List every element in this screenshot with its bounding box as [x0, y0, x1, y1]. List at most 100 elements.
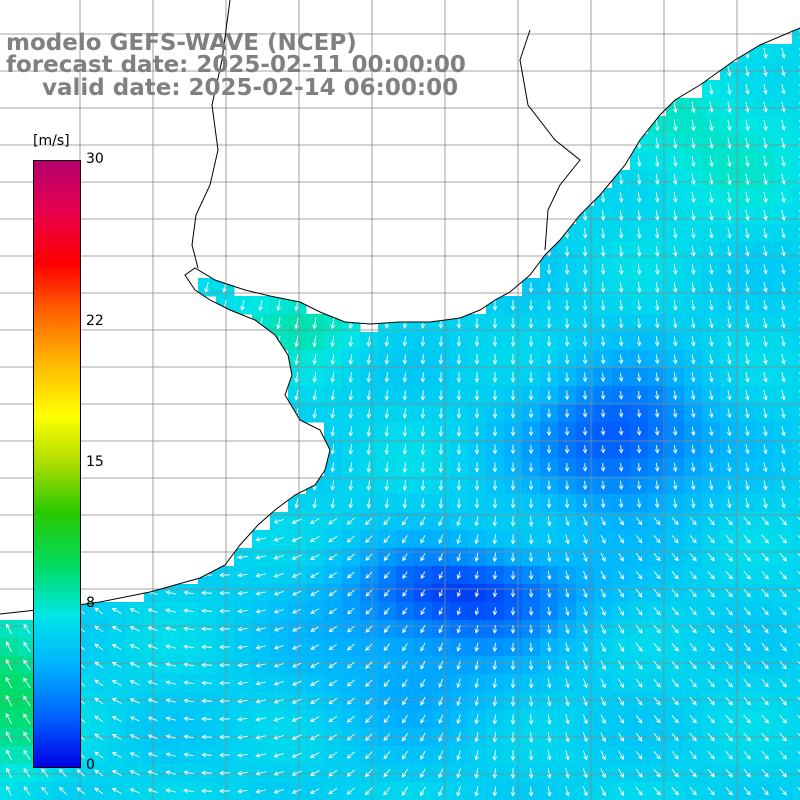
wind-arrow	[111, 608, 122, 614]
wind-arrow	[743, 678, 751, 688]
wind-arrow	[365, 679, 373, 687]
wind-arrow	[618, 263, 624, 276]
wind-arrow	[383, 697, 391, 706]
wind-arrow	[201, 734, 212, 740]
wind-arrow	[779, 534, 787, 544]
wind-arrow	[456, 534, 461, 545]
wind-arrow	[402, 697, 408, 706]
wind-arrow	[546, 642, 552, 653]
wind-arrow	[653, 733, 661, 742]
wind-arrow	[510, 786, 516, 797]
wind-arrow	[528, 408, 534, 419]
wind-arrow	[763, 101, 768, 113]
wind-arrow	[94, 751, 104, 759]
wind-arrow	[618, 498, 624, 509]
wind-arrow	[781, 426, 786, 437]
wind-arrow	[547, 714, 552, 725]
wind-arrow	[691, 209, 696, 221]
wind-arrow	[328, 535, 338, 543]
wind-arrow	[528, 372, 534, 383]
wind-arrow	[183, 626, 195, 632]
wind-arrow	[5, 623, 12, 635]
wind-arrow	[346, 715, 355, 723]
wind-arrow	[456, 696, 461, 707]
wind-arrow	[725, 660, 733, 670]
wind-arrow	[582, 516, 588, 527]
wind-arrow	[291, 752, 302, 758]
wind-arrow	[365, 625, 373, 633]
wind-arrow	[725, 750, 733, 760]
wind-arrow	[709, 119, 714, 132]
wind-arrow	[745, 264, 750, 275]
wind-arrow	[745, 246, 750, 257]
wind-arrow	[346, 625, 355, 633]
wind-arrow	[348, 444, 354, 455]
wind-arrow	[654, 427, 660, 436]
wind-arrow	[348, 390, 354, 401]
wind-arrow	[219, 572, 230, 578]
wind-arrow	[600, 786, 606, 797]
wind-arrow	[618, 173, 624, 185]
wind-arrow	[565, 642, 570, 653]
wind-arrow	[237, 608, 248, 614]
wind-arrow	[456, 660, 461, 671]
wind-arrow	[6, 767, 12, 778]
wind-arrow	[402, 661, 408, 670]
wind-arrow	[600, 732, 606, 743]
wind-arrow	[474, 571, 480, 580]
wind-arrow	[474, 336, 480, 347]
wind-arrow	[689, 642, 697, 652]
wind-arrow	[797, 606, 800, 611]
wind-arrow	[365, 571, 373, 579]
wind-arrow	[255, 627, 266, 632]
wind-arrow	[456, 336, 462, 347]
wind-arrow	[781, 282, 786, 293]
wind-arrow	[237, 554, 248, 560]
wind-arrow	[779, 588, 787, 598]
wind-arrow	[402, 443, 408, 456]
wind-arrow	[582, 245, 588, 257]
wind-arrow	[420, 354, 426, 365]
wind-arrow	[709, 246, 714, 257]
wind-arrow	[745, 371, 750, 383]
wind-arrow	[438, 461, 444, 473]
wind-speed-cell	[792, 746, 800, 765]
wind-arrow	[384, 425, 390, 437]
wind-arrow	[273, 770, 284, 776]
wind-arrow	[618, 480, 624, 491]
wind-arrow	[183, 752, 194, 758]
wind-arrow	[761, 552, 769, 562]
wind-arrow	[183, 770, 194, 776]
wind-arrow	[474, 768, 479, 779]
wind-arrow	[779, 660, 787, 670]
wind-arrow	[309, 788, 320, 794]
wind-arrow	[654, 209, 660, 221]
wind-arrow	[546, 516, 552, 527]
wind-arrow	[691, 137, 696, 150]
wind-arrow	[492, 732, 498, 743]
wind-arrow	[510, 318, 516, 329]
wind-arrow	[600, 534, 606, 544]
wind-arrow	[474, 354, 480, 365]
wind-arrow	[219, 734, 230, 740]
wind-arrow	[726, 444, 732, 455]
wind-arrow	[654, 173, 660, 185]
wind-arrow	[346, 643, 355, 651]
wind-arrow	[582, 227, 588, 239]
wind-arrow	[474, 426, 480, 437]
wind-arrow	[255, 735, 266, 740]
wind-arrow	[725, 570, 733, 580]
wind-arrow	[420, 714, 426, 724]
wind-arrow	[528, 660, 534, 671]
wind-arrow	[761, 714, 769, 724]
wind-arrow	[582, 732, 588, 743]
wind-arrow	[456, 444, 462, 455]
wind-arrow	[727, 318, 732, 329]
wind-arrow	[781, 264, 786, 275]
wind-arrow	[672, 209, 678, 221]
wind-arrow	[510, 660, 516, 671]
wind-arrow	[456, 750, 461, 761]
wind-speed-cell	[792, 782, 800, 800]
wind-arrow	[310, 662, 320, 668]
wind-arrow	[348, 408, 354, 419]
